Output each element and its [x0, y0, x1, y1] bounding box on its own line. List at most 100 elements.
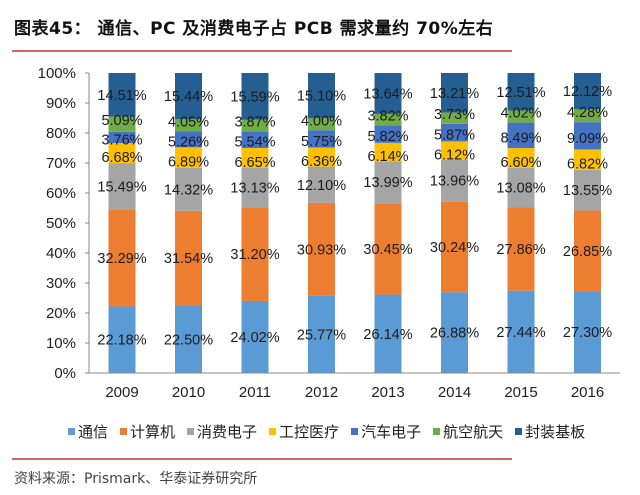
data-label: 5.82% [367, 129, 408, 145]
bar-segment [507, 73, 535, 111]
data-label: 14.32% [164, 182, 213, 198]
data-label: 3.76% [101, 132, 142, 148]
bar-segment [507, 167, 535, 208]
bar-segment [308, 147, 335, 167]
data-label: 5.54% [234, 135, 275, 151]
bar-segment [175, 73, 202, 120]
data-label: 9.09% [567, 131, 608, 147]
bar-segment [574, 72, 601, 110]
x-axis: 2009 2010 2011 2012 2013 2014 2015 2016 [89, 372, 620, 401]
data-label: 27.44% [496, 325, 545, 341]
bar-segment [441, 201, 468, 293]
data-label: 6.60% [500, 155, 541, 171]
bar-segment [308, 72, 335, 119]
bar-segment [574, 109, 601, 123]
data-label: 5.09% [101, 113, 142, 129]
data-label: 30.93% [297, 242, 346, 258]
legend-item: 工控医疗 [269, 421, 339, 442]
legend-label: 汽车电子 [361, 423, 422, 441]
legend-swatch-icon [68, 428, 75, 435]
data-label: 27.30% [563, 325, 612, 341]
data-label: 13.55% [563, 183, 612, 199]
data-label: 5.87% [434, 128, 475, 144]
bar-segment [108, 209, 136, 307]
data-label: 12.12% [563, 84, 612, 100]
data-label: 6.65% [234, 155, 275, 171]
bar-segment [507, 290, 535, 373]
x-tick-label: 2013 [371, 384, 404, 401]
legend-swatch-icon [120, 428, 128, 435]
bar-segment [108, 131, 136, 144]
data-label: 15.49% [97, 179, 146, 195]
y-tick-label: 60% [46, 185, 76, 202]
data-label: 12.51% [496, 85, 545, 101]
legend-label: 航空航天 [443, 423, 504, 441]
y-tick-label: 70% [46, 155, 76, 172]
legend-item: 航空航天 [433, 421, 503, 442]
data-label: 14.51% [97, 88, 146, 104]
bar-segment [574, 169, 601, 211]
bar-segment [574, 291, 601, 373]
data-label: 4.02% [500, 106, 541, 122]
bar-segment [574, 149, 601, 170]
bar-segment [175, 147, 202, 168]
bar-segment [441, 123, 468, 142]
bar-segment [108, 306, 136, 373]
data-label: 6.89% [168, 155, 209, 171]
data-label: 13.99% [363, 175, 412, 191]
data-label: 15.59% [230, 89, 279, 105]
bar-segment [507, 148, 535, 168]
bar-segment [574, 122, 601, 150]
bar-segment [374, 161, 402, 204]
legend-swatch-icon [187, 428, 195, 435]
y-tick-label: 20% [46, 305, 76, 322]
data-label: 3.82% [367, 109, 408, 125]
bar-segment [374, 125, 402, 143]
data-label: 13.96% [430, 174, 479, 190]
y-tick-label: 40% [46, 245, 76, 262]
bar-segment [308, 295, 335, 373]
bar-segment [374, 203, 402, 295]
bar-segment [175, 210, 202, 306]
legend-label: 通信 [78, 423, 109, 441]
data-label: 6.36% [301, 154, 342, 170]
legend-label: 工控医疗 [279, 423, 340, 441]
source-note: 资料来源：Prismark、华泰证券研究所 [14, 471, 258, 487]
legend-swatch-icon [351, 428, 359, 435]
bar-segment [308, 118, 335, 131]
legend-label: 消费电子 [197, 423, 258, 441]
y-tick-label: 100% [38, 65, 76, 82]
y-tick-label: 0% [54, 365, 76, 382]
chart-title: 图表45： 通信、PC 及消费电子占 PCB 需求量约 70%左右 [14, 19, 494, 39]
bar-segment [308, 166, 335, 203]
data-label: 15.44% [164, 89, 213, 105]
data-label: 22.50% [164, 332, 213, 348]
bar-segment [241, 131, 269, 148]
bar-segment [441, 141, 468, 160]
bar-segment [374, 113, 402, 126]
data-label: 3.73% [434, 107, 475, 123]
data-label: 5.26% [168, 134, 209, 150]
bar-segment [374, 73, 402, 114]
data-label: 3.87% [234, 115, 275, 131]
legend-item: 消费电子 [187, 421, 257, 442]
data-label: 30.45% [363, 242, 412, 258]
bar-segment [175, 131, 202, 148]
bars [108, 72, 601, 373]
data-label: 4.05% [168, 114, 209, 130]
x-tick-label: 2011 [239, 384, 271, 401]
bar-segment [108, 163, 136, 210]
x-tick-label: 2010 [172, 384, 205, 401]
data-label: 24.02% [230, 330, 279, 346]
data-labels: 22.18% 32.29% 15.49% 6.68% 3.76% 5.09% 14.51% 2… [97, 84, 612, 349]
data-label: 31.20% [230, 247, 279, 263]
bar-segment [374, 142, 402, 162]
y-tick-label: 80% [46, 125, 76, 142]
bar-segment [507, 122, 535, 149]
legend-swatch-icon [269, 428, 277, 435]
bar-segment [108, 116, 136, 132]
bar-segment [241, 207, 269, 301]
y-tick-label: 30% [46, 275, 76, 292]
bar-segment [241, 167, 269, 208]
data-label: 4.00% [301, 113, 342, 129]
